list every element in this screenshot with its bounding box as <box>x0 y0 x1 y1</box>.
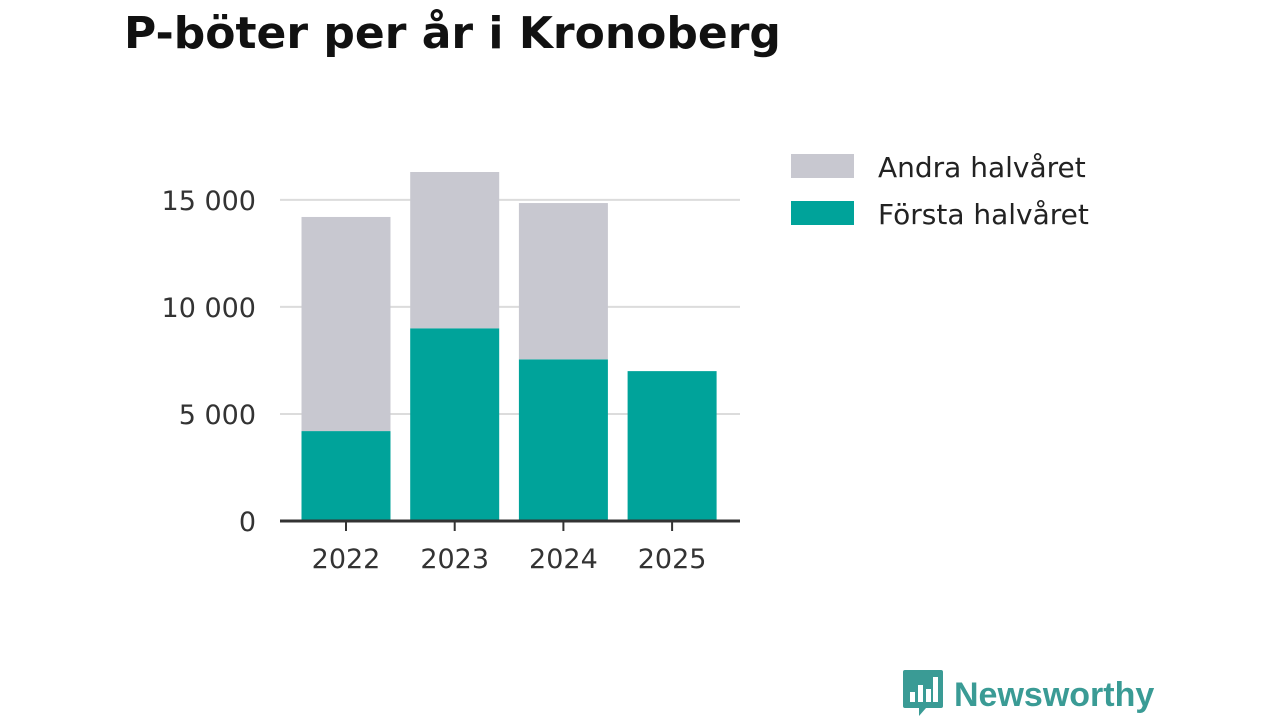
bar-forsta-halvaret-2025 <box>627 371 717 521</box>
legend-swatch <box>791 154 854 178</box>
x-tick-label: 2024 <box>529 544 598 575</box>
x-tick-label: 2025 <box>638 544 707 575</box>
chart-title: P-böter per år i Kronoberg <box>124 8 781 59</box>
bar-forsta-halvaret-2022 <box>301 431 391 521</box>
bar-chart-bubble-icon <box>902 668 944 722</box>
x-tick-label: 2023 <box>420 544 489 575</box>
y-tick-label: 0 <box>239 507 256 538</box>
x-axis <box>280 519 740 531</box>
bar-andra-halvaret-2022 <box>301 216 391 432</box>
newsworthy-logo: Newsworthy <box>902 668 1154 722</box>
y-tick-label: 15 000 <box>162 186 256 217</box>
bar-andra-halvaret-2024 <box>518 203 608 360</box>
legend-swatch <box>791 201 854 225</box>
bar-andra-halvaret-2023 <box>410 172 500 329</box>
y-tick-label: 10 000 <box>162 293 256 324</box>
y-axis-labels: 0 5 000 10 000 15 000 <box>162 186 256 538</box>
bar-forsta-halvaret-2024 <box>518 359 608 521</box>
legend: Andra halvåret Första halvåret <box>791 151 1089 231</box>
logo-text: Newsworthy <box>954 675 1155 714</box>
x-axis-labels: 2022 2023 2024 2025 <box>312 544 707 575</box>
y-tick-label: 5 000 <box>179 400 256 431</box>
x-tick-label: 2022 <box>312 544 381 575</box>
legend-label: Andra halvåret <box>878 151 1086 184</box>
bar-forsta-halvaret-2023 <box>410 328 500 521</box>
legend-label: Första halvåret <box>878 198 1089 231</box>
bars <box>301 172 717 521</box>
